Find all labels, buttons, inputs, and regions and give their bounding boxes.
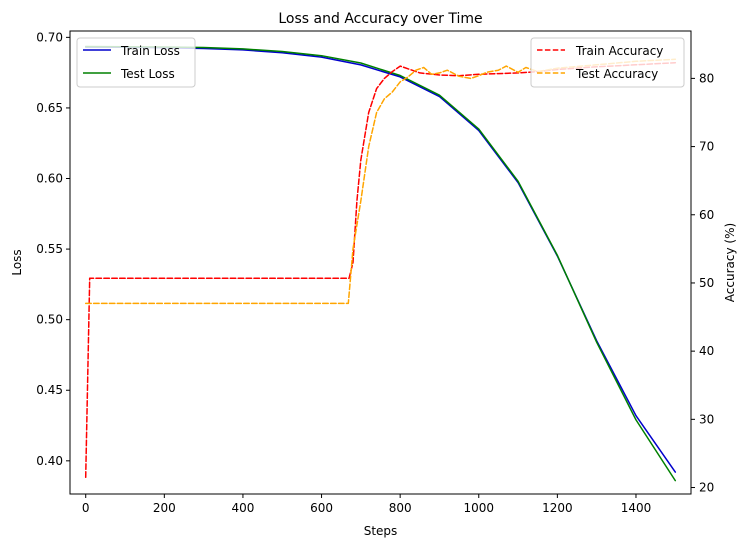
left-y-tick-label: 0.40 <box>36 454 63 468</box>
x-tick-label: 200 <box>153 501 176 515</box>
legend-left: Train Loss Test Loss <box>76 37 196 88</box>
left-y-tick-label: 0.50 <box>36 313 63 327</box>
legend-right-box <box>530 37 685 88</box>
left-y-axis-title: Loss <box>10 249 24 275</box>
x-axis-title: Steps <box>364 524 398 538</box>
right-y-tick-label: 80 <box>699 71 714 85</box>
right-y-tick-label: 30 <box>699 412 714 426</box>
series-line-train-accuracy <box>84 61 677 479</box>
right-y-tick-label: 50 <box>699 276 714 290</box>
left-y-tick-label: 0.55 <box>36 242 63 256</box>
left-y-tick-label: 0.65 <box>36 101 63 115</box>
x-tick-label: 400 <box>231 501 254 515</box>
plot-frame <box>69 30 692 495</box>
x-tick-label: 600 <box>310 501 333 515</box>
x-tick-label: 0 <box>82 501 90 515</box>
legend-label-test-loss: Test Loss <box>120 67 175 81</box>
series-line-test-accuracy <box>84 58 677 305</box>
right-y-axis: 20 30 40 50 60 70 80 <box>691 71 714 495</box>
x-tick-label: 800 <box>389 501 412 515</box>
left-y-tick-label: 0.45 <box>36 383 63 397</box>
legend-label-train-loss: Train Loss <box>120 44 180 58</box>
x-tick-label: 1000 <box>463 501 494 515</box>
x-axis: 0 200 400 600 800 1000 1200 1400 <box>82 494 651 515</box>
right-y-tick-label: 40 <box>699 344 714 358</box>
left-y-tick-label: 0.70 <box>36 30 63 44</box>
left-y-axis: 0.40 0.45 0.50 0.55 0.60 0.65 0.70 <box>36 30 70 468</box>
x-tick-label: 1200 <box>542 501 573 515</box>
legend-label-test-accuracy: Test Accuracy <box>575 67 658 81</box>
right-y-tick-label: 70 <box>699 140 714 154</box>
right-y-tick-label: 60 <box>699 208 714 222</box>
legend-label-train-accuracy: Train Accuracy <box>575 44 663 58</box>
chart-title: Loss and Accuracy over Time <box>278 11 482 27</box>
x-tick-label: 1400 <box>621 501 652 515</box>
right-y-axis-title: Accuracy (%) <box>723 223 737 302</box>
legend-right: Train Accuracy Test Accuracy <box>530 37 685 88</box>
right-y-tick-label: 20 <box>699 481 714 495</box>
left-y-tick-label: 0.60 <box>36 172 63 186</box>
